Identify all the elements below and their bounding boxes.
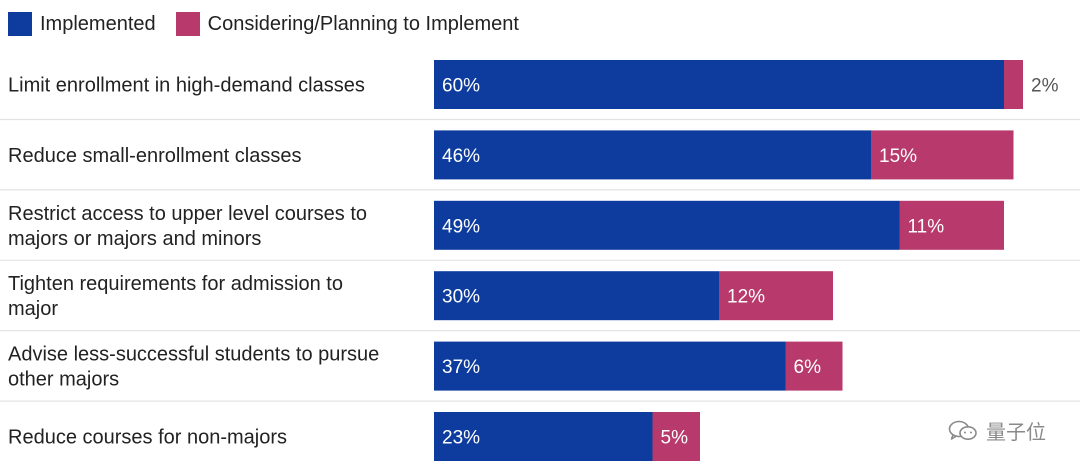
bar-segment-considering bbox=[652, 412, 700, 461]
data-label-considering: 6% bbox=[794, 357, 822, 378]
watermark-text: 量子位 bbox=[986, 422, 1046, 444]
category-label: Tighten requirements for admission to maj… bbox=[8, 273, 343, 320]
category-label: Reduce courses for non-majors bbox=[8, 427, 287, 449]
legend-label-considering: Considering/Planning to Implement bbox=[207, 12, 519, 35]
bar-segment-considering bbox=[871, 130, 1014, 180]
bar-segment-implemented bbox=[434, 271, 719, 321]
bar-segment-implemented bbox=[434, 130, 871, 180]
data-label-considering: 5% bbox=[661, 428, 689, 449]
data-label-considering: 2% bbox=[1031, 76, 1059, 97]
legend-label-implemented: Implemented bbox=[40, 12, 156, 35]
category-label: Reduce small-enrollment classes bbox=[8, 145, 301, 167]
data-label-considering: 15% bbox=[879, 146, 917, 167]
data-label-implemented: 60% bbox=[442, 76, 480, 97]
data-label-implemented: 46% bbox=[442, 146, 480, 167]
legend-item-implemented: Implemented bbox=[8, 12, 156, 36]
category-label: Advise less-successful students to pursu… bbox=[8, 344, 379, 391]
bar-segment-implemented bbox=[434, 412, 653, 461]
data-label-implemented: 23% bbox=[442, 428, 480, 449]
bar-segment-considering bbox=[1004, 60, 1023, 109]
bar-segment-considering bbox=[899, 200, 1004, 250]
data-label-considering: 12% bbox=[727, 287, 765, 308]
category-label: Limit enrollment in high-demand classes bbox=[8, 75, 365, 97]
legend-swatch-implemented bbox=[8, 12, 32, 36]
watermark: 量子位 bbox=[948, 416, 1046, 445]
wechat-icon bbox=[948, 420, 977, 440]
data-label-implemented: 30% bbox=[442, 287, 480, 308]
bar-segment-considering bbox=[785, 341, 843, 391]
data-label-considering: 11% bbox=[908, 216, 945, 237]
category-label: Restrict access to upper level courses t… bbox=[8, 203, 367, 250]
bar-segment-implemented bbox=[434, 341, 786, 391]
bar-segment-implemented bbox=[434, 60, 1004, 109]
legend-item-considering: Considering/Planning to Implement bbox=[175, 12, 519, 36]
data-label-implemented: 37% bbox=[442, 357, 480, 378]
bar-segment-considering bbox=[719, 271, 833, 321]
legend-swatch-considering bbox=[175, 12, 200, 36]
data-label-implemented: 49% bbox=[442, 216, 480, 237]
bar-segment-implemented bbox=[434, 200, 900, 250]
chart-legend: Implemented Considering/Planning to Impl… bbox=[8, 10, 539, 38]
